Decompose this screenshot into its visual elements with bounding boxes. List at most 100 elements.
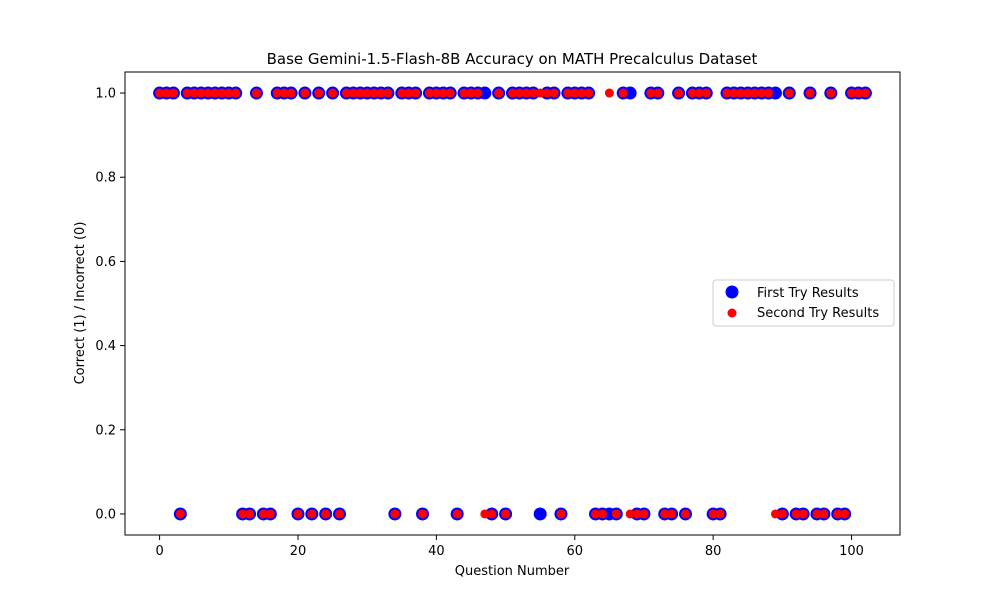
plot-area [124,71,901,536]
second-try-point [459,88,469,98]
second-try-point [840,509,850,519]
second-try-point [701,88,711,98]
second-try-point [238,509,248,519]
second-try-point [335,509,345,519]
second-try-point [168,88,178,98]
x-tick-label: 100 [839,544,864,559]
legend: First Try Results Second Try Results [712,279,895,327]
second-try-point [743,88,753,98]
second-try-point [604,88,614,98]
second-try-point [501,509,511,519]
second-try-point [542,88,552,98]
second-try-point [847,88,857,98]
x-tick-label: 40 [428,544,445,559]
second-try-point [480,509,490,519]
legend-label-first-try: First Try Results [757,286,859,301]
second-try-point [328,88,338,98]
second-try-point [189,88,199,98]
second-try-point [231,88,241,98]
second-try-point [162,88,172,98]
second-try-point [210,88,220,98]
second-try-point [777,509,787,519]
x-axis-label: Question Number [455,564,570,579]
second-try-point [424,88,434,98]
second-try-point [791,509,801,519]
y-tick-label: 1.0 [95,87,116,102]
second-try-point [355,88,365,98]
second-try-point [549,88,559,98]
legend-marker-first-try [725,285,739,299]
second-try-point [245,509,255,519]
second-try-point [708,509,718,519]
second-try-point [611,509,621,519]
second-try-point [674,88,684,98]
second-try-point [286,88,296,98]
second-try-point [632,509,642,519]
second-try-point [251,88,261,98]
second-try-point [812,509,822,519]
chart-title: Base Gemini-1.5-Flash-8B Accuracy on MAT… [267,50,758,68]
second-try-point [591,509,601,519]
y-axis-label: Correct (1) / Incorrect (0) [73,222,88,385]
second-try-point [217,88,227,98]
second-try-point [466,88,476,98]
legend-marker-second-try [727,308,737,318]
second-try-point [722,88,732,98]
second-try-point [155,88,165,98]
second-try-point [362,88,372,98]
second-try-point [258,509,268,519]
second-try-point [321,509,331,519]
first-try-point [533,507,547,521]
second-try-point [494,88,504,98]
second-try-point [369,88,379,98]
second-try-point [438,88,448,98]
second-try-point [784,88,794,98]
legend-box [712,279,895,327]
second-try-point [404,88,414,98]
second-try-point [660,509,670,519]
y-tick-label: 0.0 [95,507,116,522]
second-try-point [653,88,663,98]
legend-label-second-try: Second Try Results [757,306,879,321]
second-try-point [625,509,635,519]
second-try-point [390,509,400,519]
second-try-point [715,509,725,519]
second-try-point [528,88,538,98]
second-try-point [508,88,517,98]
second-try-point [300,88,310,98]
second-try-point [639,509,649,519]
series-second-try [155,88,870,519]
second-try-point [182,88,192,98]
second-try-point [431,88,441,98]
second-try-point [224,88,234,98]
first-try-point [478,86,492,100]
series-first-try [153,86,872,521]
second-try-point [736,88,746,98]
y-tick-label: 0.4 [95,339,116,354]
second-try-point [341,88,351,98]
second-try-point [764,88,774,98]
second-try-point [826,88,836,98]
second-try-point [383,88,393,98]
second-try-point [272,88,282,98]
x-tick-label: 60 [567,544,584,559]
second-try-point [853,88,863,98]
second-try-point [570,88,580,98]
second-try-point [597,509,607,519]
second-try-point [203,88,213,98]
first-try-point [768,86,782,100]
x-tick-label: 20 [290,544,307,559]
second-try-point [577,88,587,98]
y-tick-label: 0.2 [95,423,116,438]
second-try-point [819,509,829,519]
second-try-point [376,88,386,98]
second-try-point [687,88,697,98]
first-try-point [623,86,637,100]
x-tick-label: 80 [705,544,722,559]
second-try-point [667,509,677,519]
second-try-point [805,88,815,98]
axis-ticks: 0 20 40 60 80 100 0.0 0.2 0.4 0.6 0.8 1.0 [95,87,864,559]
second-try-point [514,88,524,98]
second-try-point [618,88,628,98]
